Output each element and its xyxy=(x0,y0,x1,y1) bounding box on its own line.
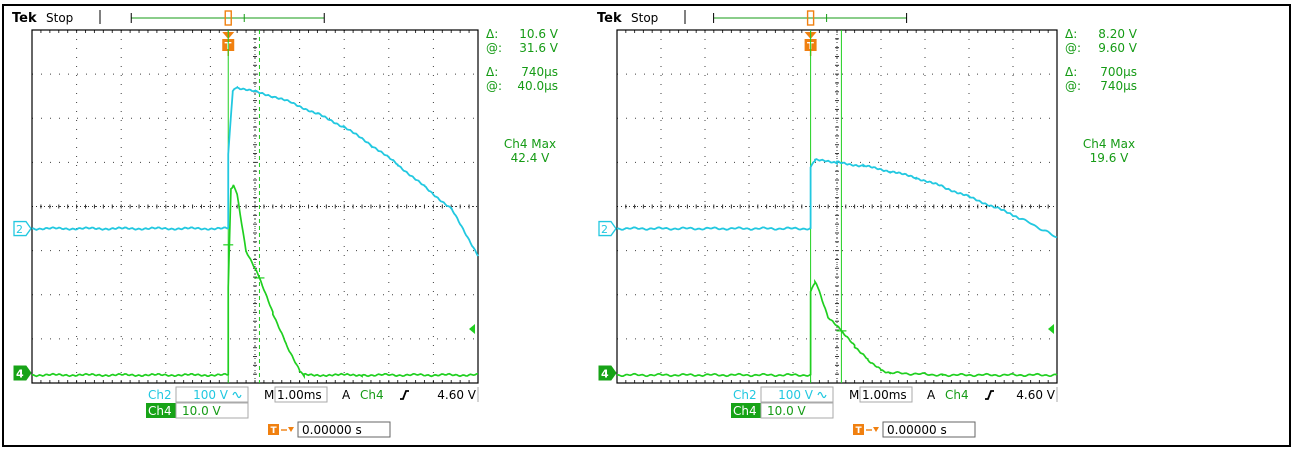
measurement-value: 42.4 V xyxy=(511,151,551,165)
trigger-position: T 0.00000 s xyxy=(268,422,390,437)
time-at-label: @: xyxy=(1065,79,1081,93)
horizontal-label: M xyxy=(264,388,274,402)
ch2-ground-marker: 2 xyxy=(14,222,31,237)
scope-panel-1: Tek Stop T 2 4 Δ: 10.6 V @: 31.6 V Δ: 740µs @: 40.0µ… xyxy=(12,10,559,437)
voltage-delta-value: 8.20 V xyxy=(1098,27,1138,41)
rising-edge-icon xyxy=(985,391,994,399)
voltage-delta-label: Δ: xyxy=(1065,27,1077,41)
ch4-marker-label: 4 xyxy=(601,368,609,381)
ch2-label: Ch2 xyxy=(148,388,172,402)
chevron-down-icon xyxy=(288,427,294,432)
time-at-value: 740µs xyxy=(1100,79,1137,93)
ac-coupling-icon xyxy=(818,393,826,398)
ch2-ground-marker: 2 xyxy=(599,222,616,237)
cursor-readout: Δ: 8.20 V @: 9.60 V Δ: 700µs @: 740µs xyxy=(1065,27,1138,93)
horizontal-label: M xyxy=(849,388,859,402)
status-label: Stop xyxy=(46,11,73,25)
time-delta-label: Δ: xyxy=(486,65,498,79)
time-delta-value: 740µs xyxy=(521,65,558,79)
ch4-ground-marker: 4 xyxy=(599,366,616,381)
trigger-mode-label: A xyxy=(342,388,351,402)
rising-edge-icon xyxy=(400,391,409,399)
chevron-down-icon xyxy=(873,427,879,432)
voltage-delta-label: Δ: xyxy=(486,27,498,41)
ch4-scale-value: 10.0 V xyxy=(767,404,807,418)
trigger-position-letter: T xyxy=(271,426,278,436)
ch2-label: Ch2 xyxy=(733,388,757,402)
ch2-marker-label: 2 xyxy=(16,223,23,236)
horizontal-scale-value: 1.00ms xyxy=(277,388,322,402)
ch4-ground-marker: 4 xyxy=(14,366,31,381)
time-at-label: @: xyxy=(486,79,502,93)
voltage-at-label: @: xyxy=(486,41,502,55)
trigger-source: Ch4 xyxy=(360,388,384,402)
time-delta-label: Δ: xyxy=(1065,65,1077,79)
trigger-position-value: 0.00000 s xyxy=(887,423,947,437)
ch2-scale-value: 100 V xyxy=(193,388,229,402)
voltage-at-label: @: xyxy=(1065,41,1081,55)
measurement-label: Ch4 Max xyxy=(1083,137,1135,151)
trigger-position-value: 0.00000 s xyxy=(302,423,362,437)
ch4-marker-label: 4 xyxy=(16,368,24,381)
scope-panel-2: Tek Stop T 2 4 Δ: 8.20 V @: 9.60 V Δ: 700µs @: 740µs… xyxy=(597,10,1138,437)
brand-label: Tek xyxy=(597,11,622,26)
ac-coupling-icon xyxy=(233,393,241,398)
ch4-label: Ch4 xyxy=(733,404,757,418)
trigger-level-value: 4.60 V xyxy=(437,388,477,402)
settings-bar: Ch2 100 V Ch4 10.0 V M 1.00ms A Ch4 4.60 V xyxy=(731,387,1057,418)
trigger-source: Ch4 xyxy=(945,388,969,402)
time-delta-value: 700µs xyxy=(1100,65,1137,79)
settings-bar: Ch2 100 V Ch4 10.0 V M 1.00ms A Ch4 4.60 V xyxy=(146,387,478,418)
cursor-readout: Δ: 10.6 V @: 31.6 V Δ: 740µs @: 40.0µs xyxy=(486,27,559,93)
trigger-position: T 0.00000 s xyxy=(853,422,975,437)
measurement-label: Ch4 Max xyxy=(504,137,556,151)
ch2-marker-label: 2 xyxy=(601,223,608,236)
voltage-at-value: 9.60 V xyxy=(1098,41,1138,55)
trigger-level-value: 4.60 V xyxy=(1016,388,1056,402)
trigger-position-letter: T xyxy=(856,426,863,436)
trigger-mode-label: A xyxy=(927,388,936,402)
horizontal-scale-value: 1.00ms xyxy=(862,388,907,402)
measurement-value: 19.6 V xyxy=(1090,151,1130,165)
voltage-at-value: 31.6 V xyxy=(519,41,559,55)
ch4-label: Ch4 xyxy=(148,404,172,418)
ch4-scale-value: 10.0 V xyxy=(182,404,222,418)
status-label: Stop xyxy=(631,11,658,25)
brand-label: Tek xyxy=(12,11,37,26)
time-at-value: 40.0µs xyxy=(517,79,558,93)
voltage-delta-value: 10.6 V xyxy=(519,27,559,41)
ch2-scale-value: 100 V xyxy=(778,388,814,402)
